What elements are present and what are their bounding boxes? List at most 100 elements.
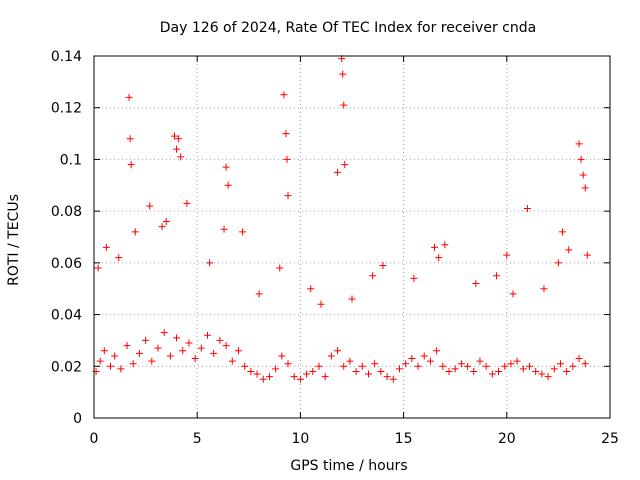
data-point xyxy=(321,373,329,381)
data-point xyxy=(278,352,286,360)
data-point xyxy=(554,259,562,267)
data-point xyxy=(183,199,191,207)
y-axis-label: ROTI / TECUs xyxy=(6,194,22,286)
data-point xyxy=(146,202,154,210)
data-point xyxy=(482,362,490,370)
data-point xyxy=(94,264,102,272)
data-point xyxy=(583,251,591,259)
chart-title: Day 126 of 2024, Rate Of TEC Index for r… xyxy=(160,20,536,36)
data-point xyxy=(433,347,441,355)
data-point xyxy=(131,228,139,236)
data-point xyxy=(348,295,356,303)
y-tick-label: 0.14 xyxy=(51,49,82,65)
data-point xyxy=(579,171,587,179)
data-point xyxy=(228,357,236,365)
data-point xyxy=(206,259,214,267)
x-tick-label: 20 xyxy=(498,431,516,447)
data-point xyxy=(123,342,131,350)
data-point xyxy=(431,243,439,251)
data-point xyxy=(414,362,422,370)
y-tick-label: 0 xyxy=(73,411,82,427)
data-point xyxy=(129,360,137,368)
data-point xyxy=(96,357,104,365)
data-point xyxy=(441,241,449,249)
data-point xyxy=(538,370,546,378)
data-point xyxy=(501,362,509,370)
y-tick-label: 0.08 xyxy=(51,204,82,220)
data-point xyxy=(464,362,472,370)
data-point xyxy=(544,373,552,381)
ticks-layer: 0 5 10 15 20 25 0 0.02 0.04 0.06 0.08 0.1 0.12 0.14 xyxy=(51,49,619,447)
data-point xyxy=(377,367,385,375)
data-point xyxy=(276,264,284,272)
grid-layer xyxy=(94,56,610,418)
data-point xyxy=(125,93,133,101)
data-point xyxy=(395,365,403,373)
y-tick-label: 0.06 xyxy=(51,256,82,272)
data-point xyxy=(179,347,187,355)
data-point xyxy=(296,375,304,383)
data-point xyxy=(509,290,517,298)
data-point xyxy=(115,254,123,262)
data-point xyxy=(317,300,325,308)
data-point xyxy=(185,339,193,347)
data-point xyxy=(290,373,298,381)
data-point xyxy=(575,140,583,148)
data-point xyxy=(204,331,212,339)
data-point xyxy=(445,367,453,375)
data-point xyxy=(222,163,230,171)
data-point xyxy=(160,329,168,337)
data-point xyxy=(216,336,224,344)
data-point xyxy=(439,362,447,370)
data-point xyxy=(107,362,115,370)
y-tick-label: 0.1 xyxy=(60,152,82,168)
data-point xyxy=(280,91,288,99)
data-point xyxy=(503,251,511,259)
data-point xyxy=(154,344,162,352)
data-point xyxy=(170,132,178,140)
plot-frame xyxy=(93,55,611,419)
data-point xyxy=(307,285,315,293)
y-tick-label: 0.12 xyxy=(51,101,82,117)
data-point xyxy=(117,365,125,373)
data-point xyxy=(284,192,292,200)
data-point xyxy=(284,360,292,368)
data-point xyxy=(369,272,377,280)
data-point xyxy=(166,352,174,360)
data-point xyxy=(575,355,583,363)
data-point xyxy=(142,336,150,344)
data-point xyxy=(556,360,564,368)
data-point xyxy=(476,357,484,365)
data-point xyxy=(492,272,500,280)
data-point xyxy=(272,365,280,373)
data-point xyxy=(173,145,181,153)
data-point xyxy=(488,370,496,378)
data-point xyxy=(210,349,218,357)
data-point xyxy=(472,280,480,288)
y-tick-label: 0.02 xyxy=(51,359,82,375)
x-tick-label: 15 xyxy=(395,431,413,447)
data-point xyxy=(148,357,156,365)
data-point xyxy=(451,365,459,373)
data-point xyxy=(234,347,242,355)
data-point xyxy=(175,135,183,143)
data-point xyxy=(239,228,247,236)
data-point xyxy=(383,373,391,381)
data-point xyxy=(341,161,349,169)
x-tick-label: 0 xyxy=(90,431,99,447)
data-point xyxy=(255,290,263,298)
data-point xyxy=(569,362,577,370)
data-point xyxy=(457,360,465,368)
data-point xyxy=(408,355,416,363)
data-point xyxy=(523,205,531,213)
data-point xyxy=(565,246,573,254)
data-point xyxy=(282,130,290,138)
data-point xyxy=(519,365,527,373)
data-point xyxy=(162,217,170,225)
data-point xyxy=(340,362,348,370)
data-point xyxy=(379,261,387,269)
data-point xyxy=(470,367,478,375)
data-point xyxy=(389,375,397,383)
data-point xyxy=(334,347,342,355)
